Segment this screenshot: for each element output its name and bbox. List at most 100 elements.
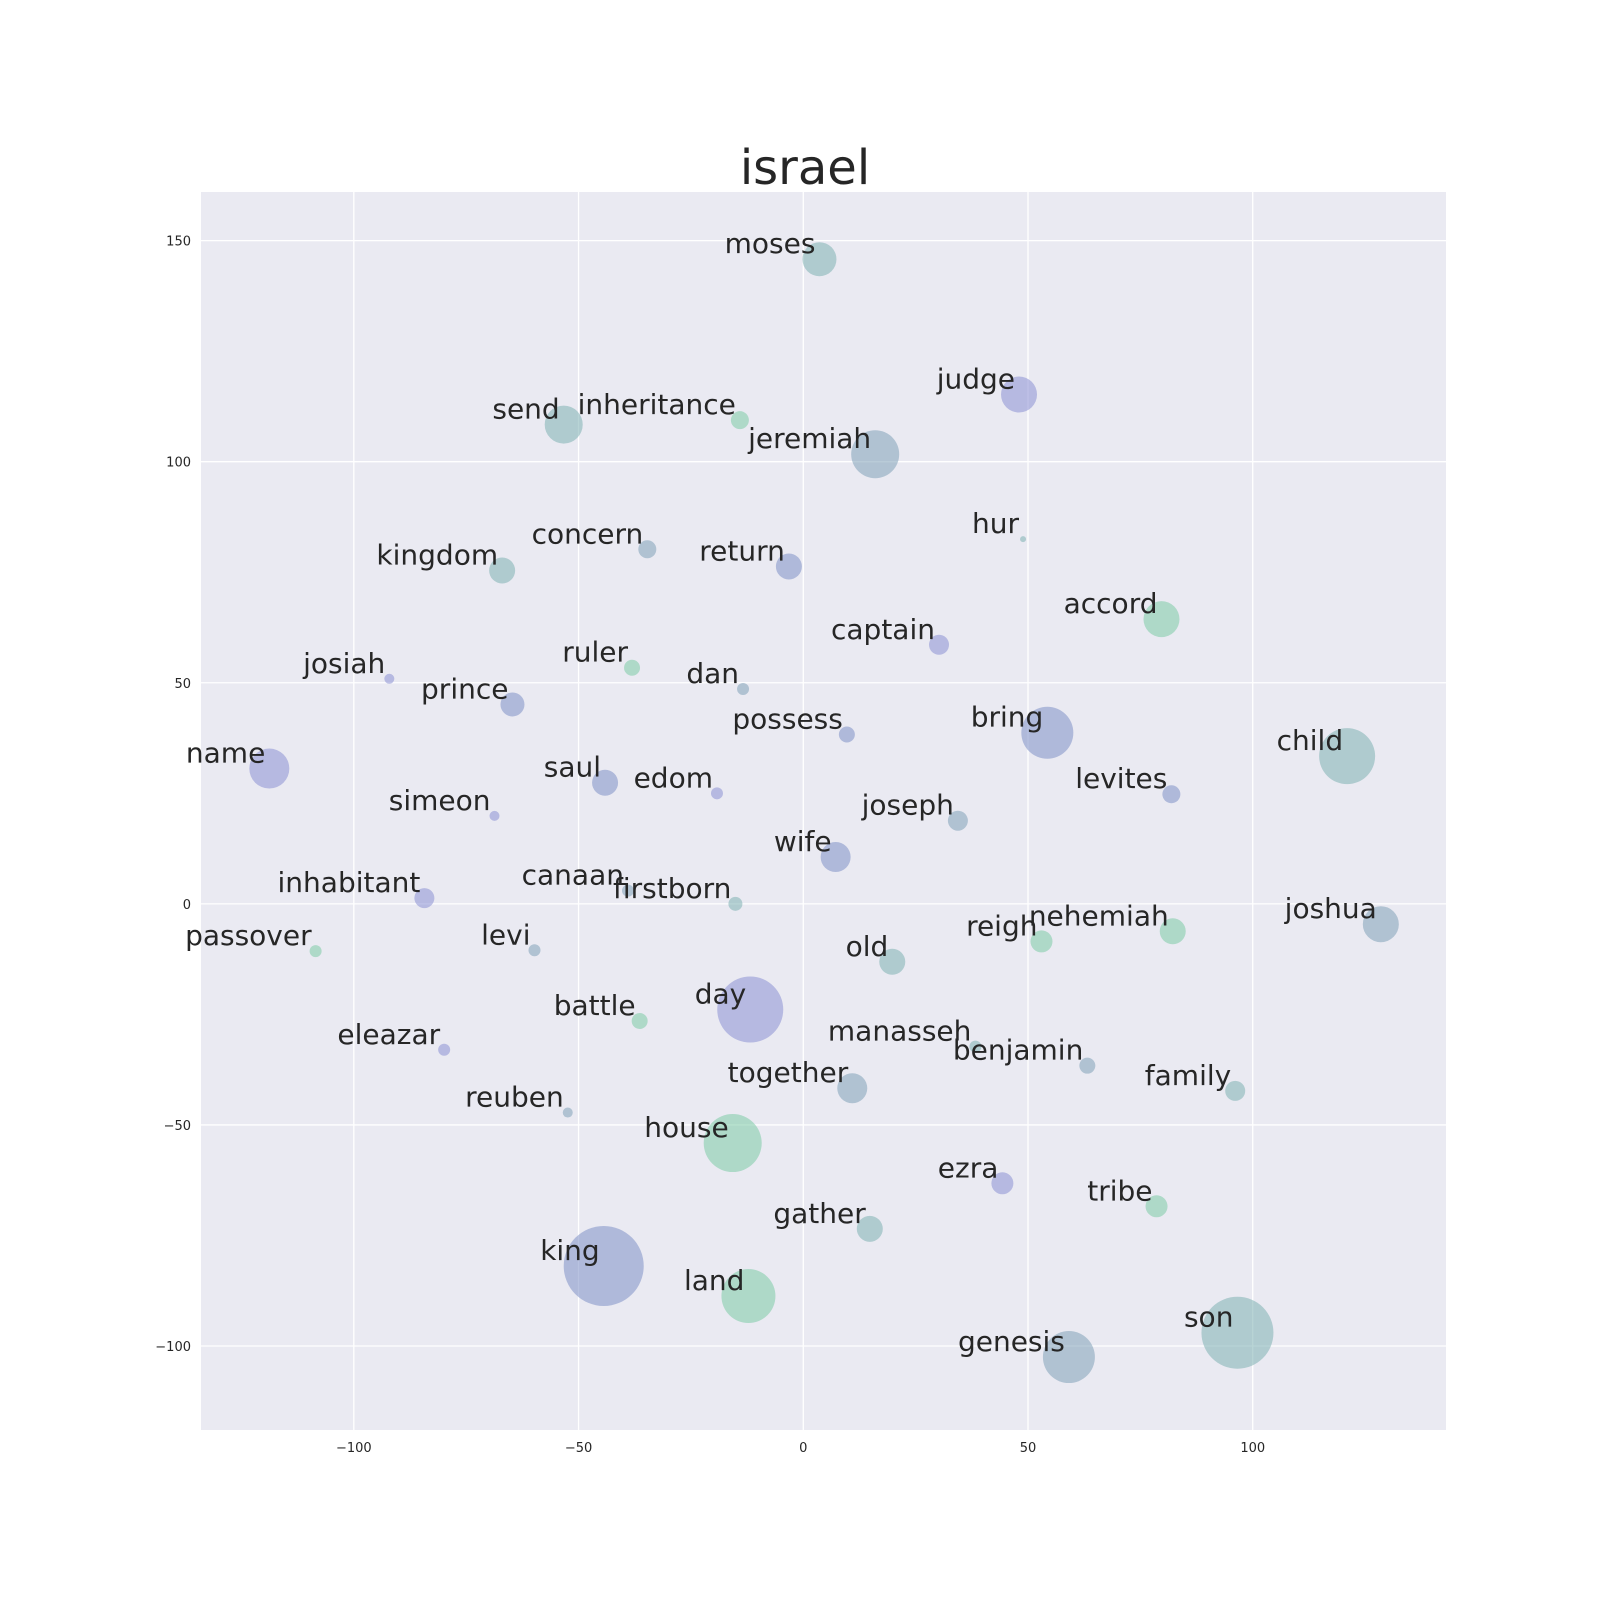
- point-labels: moses judge send inheritance jeremiah hur conc…: [185, 227, 1377, 1358]
- bubble-concern: [638, 540, 657, 559]
- label-joseph: joseph: [861, 789, 954, 822]
- x-tick-label: 0: [799, 1441, 807, 1456]
- y-tick-label: −100: [155, 1340, 191, 1355]
- label-return: return: [699, 534, 785, 567]
- bubble-bring: [1021, 706, 1074, 759]
- bubble-benjamin: [1079, 1057, 1096, 1074]
- bubble-son: [1201, 1296, 1274, 1369]
- bubble-land: [721, 1269, 776, 1324]
- bubble-levites: [1162, 785, 1181, 804]
- bubbles: [249, 242, 1399, 1384]
- bubble-manasseh: [969, 1040, 982, 1053]
- label-day: day: [695, 978, 747, 1011]
- x-tick-label: 100: [1240, 1441, 1265, 1456]
- label-genesis: genesis: [958, 1325, 1065, 1358]
- label-send: send: [492, 393, 559, 426]
- bubble-day: [717, 976, 784, 1043]
- bubble-judge: [1001, 376, 1038, 413]
- label-gather: gather: [773, 1197, 866, 1230]
- label-benjamin: benjamin: [953, 1034, 1083, 1067]
- bubble-joshua: [1362, 906, 1399, 943]
- label-together: together: [728, 1056, 849, 1089]
- bubble-house: [703, 1114, 762, 1173]
- bubble-return: [775, 553, 802, 580]
- bubble-ezra: [991, 1172, 1014, 1195]
- bubble-send: [544, 405, 583, 444]
- bubble-gather: [856, 1215, 883, 1242]
- label-battle: battle: [554, 989, 636, 1022]
- bubble-joseph: [947, 810, 968, 831]
- bubble-captain: [929, 634, 950, 655]
- bubble-canaan: [621, 884, 634, 897]
- bubble-inheritance: [730, 411, 749, 430]
- label-family: family: [1145, 1059, 1231, 1092]
- y-tick-label: 0: [183, 898, 191, 913]
- bubble-ruler: [624, 659, 641, 676]
- bubble-levi: [528, 944, 541, 957]
- label-reuben: reuben: [465, 1081, 564, 1114]
- bubble-tribe: [1145, 1195, 1168, 1218]
- bubble-firstborn: [728, 896, 743, 911]
- bubble-together: [837, 1073, 868, 1104]
- label-eleazar: eleazar: [337, 1018, 440, 1051]
- plot-area: [201, 192, 1446, 1430]
- label-nehemiah: nehemiah: [1029, 899, 1169, 932]
- x-tick-label: −100: [336, 1441, 372, 1456]
- bubble-name: [249, 748, 290, 789]
- label-child: child: [1277, 724, 1343, 757]
- label-joshua: joshua: [1284, 892, 1377, 925]
- label-accord: accord: [1064, 587, 1158, 620]
- label-king: king: [540, 1234, 600, 1267]
- label-son: son: [1184, 1301, 1233, 1334]
- label-name: name: [186, 737, 265, 770]
- label-hur: hur: [972, 507, 1019, 540]
- label-edom: edom: [634, 761, 713, 794]
- label-tribe: tribe: [1087, 1174, 1152, 1207]
- label-land: land: [684, 1264, 744, 1297]
- bubble-passover: [309, 945, 322, 958]
- label-josiah: josiah: [302, 647, 385, 680]
- bubble-child: [1319, 728, 1376, 785]
- label-old: old: [846, 930, 889, 963]
- bubble-simeon: [489, 810, 500, 821]
- label-reigh: reigh: [966, 909, 1037, 942]
- bubble-wife: [820, 841, 851, 872]
- label-firstborn: firstborn: [613, 872, 731, 905]
- label-moses: moses: [725, 227, 816, 260]
- label-simeon: simeon: [389, 784, 491, 817]
- label-inheritance: inheritance: [578, 388, 736, 421]
- label-kingdom: kingdom: [376, 538, 498, 571]
- label-prince: prince: [421, 672, 508, 705]
- label-inhabitant: inhabitant: [278, 866, 421, 899]
- label-judge: judge: [936, 363, 1015, 396]
- bubble-reuben: [562, 1107, 573, 1118]
- bubble-josiah: [384, 673, 395, 684]
- x-tick-label: 50: [1020, 1441, 1037, 1456]
- label-levites: levites: [1075, 762, 1167, 795]
- label-wife: wife: [774, 825, 832, 858]
- y-tick-label: 50: [174, 677, 191, 692]
- bubble-inhabitant: [414, 888, 435, 909]
- bubble-hur: [1020, 536, 1027, 543]
- chart-title: israel: [740, 140, 870, 196]
- bubble-dan: [737, 682, 750, 695]
- label-jeremiah: jeremiah: [747, 422, 871, 455]
- grid: [201, 192, 1446, 1430]
- bubble-reigh: [1030, 930, 1053, 953]
- x-tick-label: −50: [565, 1441, 592, 1456]
- label-manasseh: manasseh: [828, 1015, 972, 1048]
- bubble-edom: [710, 787, 723, 800]
- label-ezra: ezra: [938, 1151, 999, 1184]
- label-bring: bring: [971, 701, 1044, 734]
- bubble-saul: [592, 769, 619, 796]
- y-tick-label: 150: [166, 235, 191, 250]
- bubble-possess: [838, 726, 855, 743]
- label-house: house: [644, 1111, 728, 1144]
- bubble-battle: [631, 1013, 648, 1030]
- bubble-family: [1225, 1080, 1246, 1101]
- label-canaan: canaan: [522, 859, 624, 892]
- label-possess: possess: [732, 703, 842, 736]
- bubble-kingdom: [489, 557, 516, 584]
- label-ruler: ruler: [562, 636, 628, 669]
